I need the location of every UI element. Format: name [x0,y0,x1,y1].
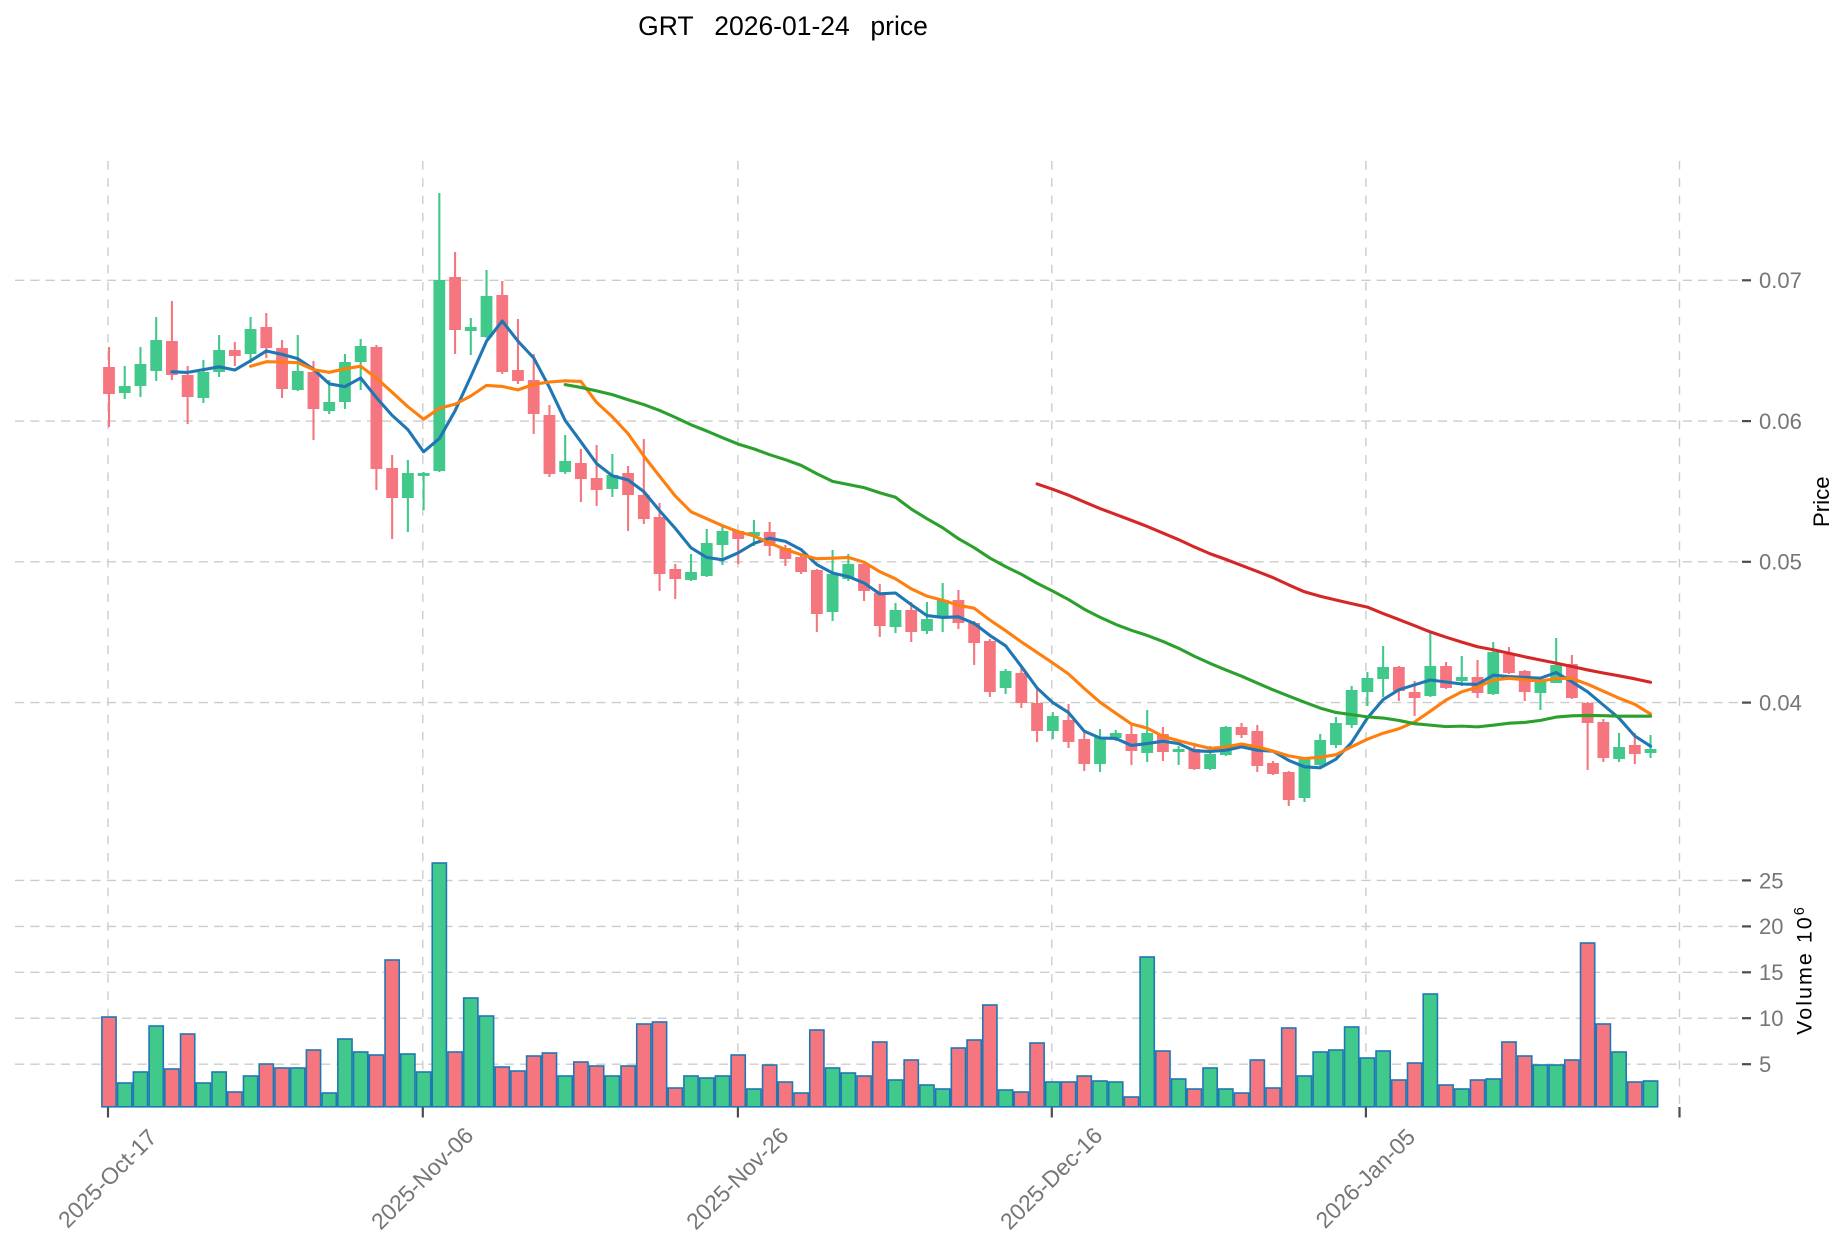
svg-text:GRT 2026-01-24 price: GRT 2026-01-24 price [638,11,928,41]
svg-text:0.07: 0.07 [1759,268,1802,293]
svg-text:10: 10 [1759,1006,1783,1031]
svg-text:Price: Price [1809,476,1834,527]
svg-text:Volume 106: Volume 106 [1792,905,1817,1035]
svg-text:15: 15 [1759,960,1783,985]
svg-text:20: 20 [1759,914,1783,939]
svg-text:0.05: 0.05 [1759,550,1802,575]
svg-text:25: 25 [1759,868,1783,893]
svg-text:5: 5 [1759,1052,1771,1077]
svg-text:0.04: 0.04 [1759,691,1802,716]
svg-text:0.06: 0.06 [1759,409,1802,434]
